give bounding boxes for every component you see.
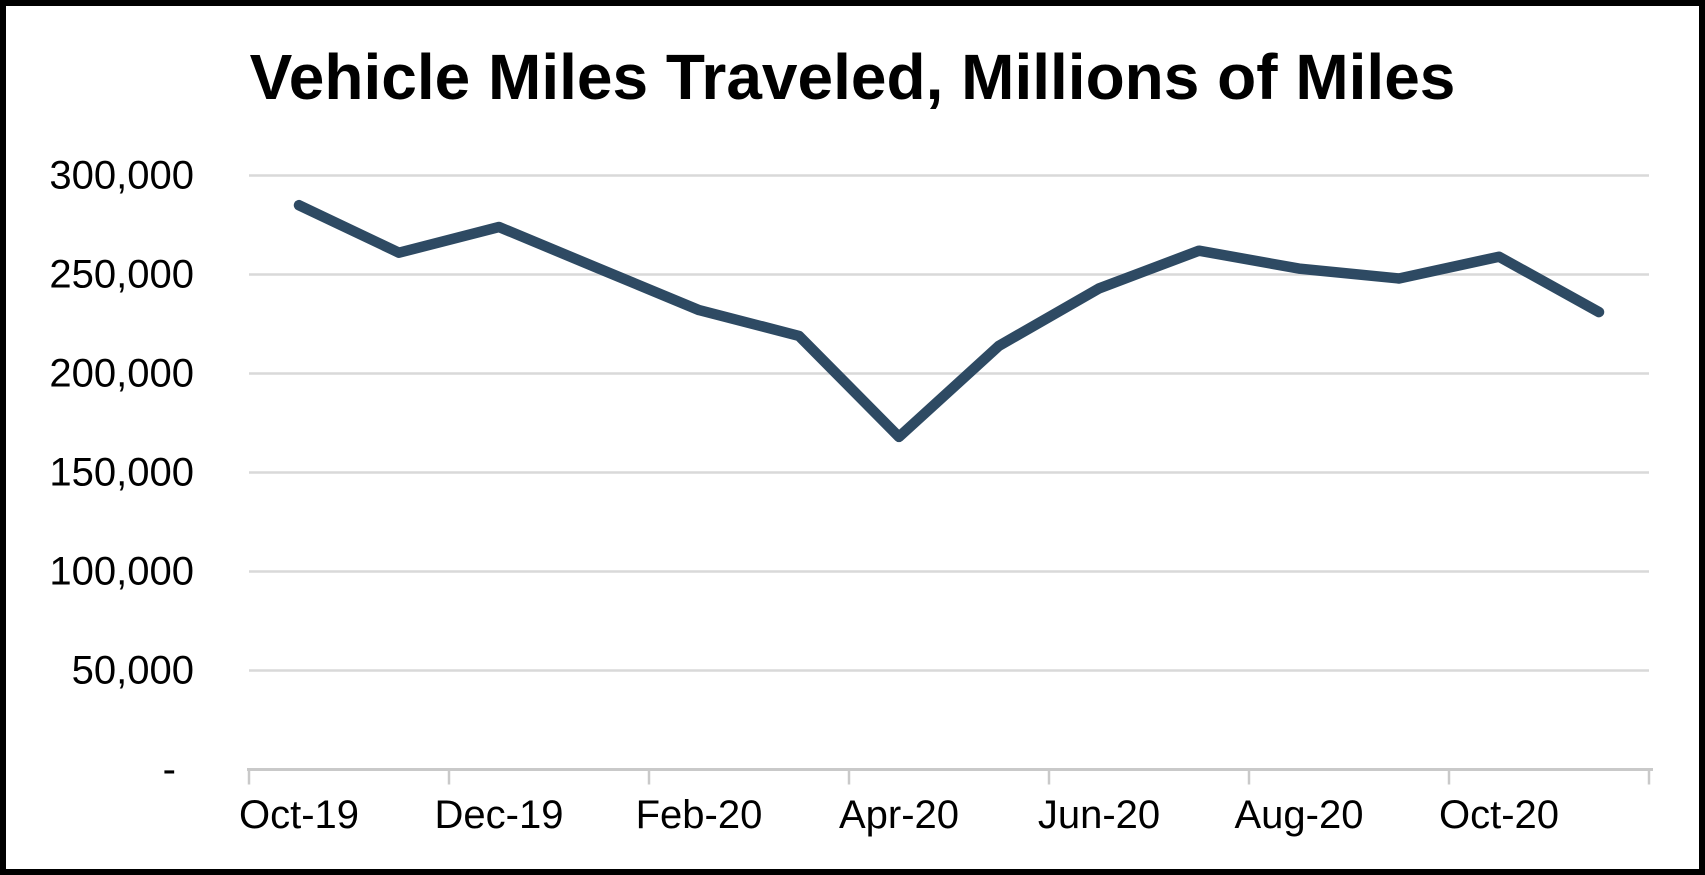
x-axis-tick-label: Dec-19 [435,793,564,837]
gridlines-layer [249,174,1649,672]
y-axis-tick-label: - [163,748,176,792]
x-axis-tick-label: Oct-20 [1439,793,1559,837]
y-axis-tick-label: 250,000 [49,253,194,297]
x-axis-labels-layer: Oct-19 Dec-19 Feb-20 Apr-20 Jun-20 Aug-20 Oct-… [239,793,1559,837]
y-axis-tick-label: 50,000 [72,649,194,693]
vmt-line-chart: 300,000 250,000 200,000 150,000 100,000 50,00… [49,154,1653,837]
x-axis-tick-label: Apr-20 [839,793,959,837]
y-axis-labels-layer: 300,000 250,000 200,000 150,000 100,000 50,00… [49,154,194,792]
y-axis-tick-label: 300,000 [49,154,194,198]
x-axis-tick-label: Aug-20 [1235,793,1364,837]
x-axis-tick-label: Jun-20 [1038,793,1160,837]
series-layer [293,199,1605,443]
y-axis-tick-label: 150,000 [49,451,194,495]
chart-title: Vehicle Miles Traveled, Millions of Mile… [249,41,1456,113]
y-axis-tick-label: 100,000 [49,550,194,594]
x-axis-tick-label: Oct-19 [239,793,359,837]
vmt-series-line [293,199,1605,443]
x-axis-tick-label: Feb-20 [636,793,763,837]
x-axis-layer [247,768,1653,785]
y-axis-tick-label: 200,000 [49,352,194,396]
